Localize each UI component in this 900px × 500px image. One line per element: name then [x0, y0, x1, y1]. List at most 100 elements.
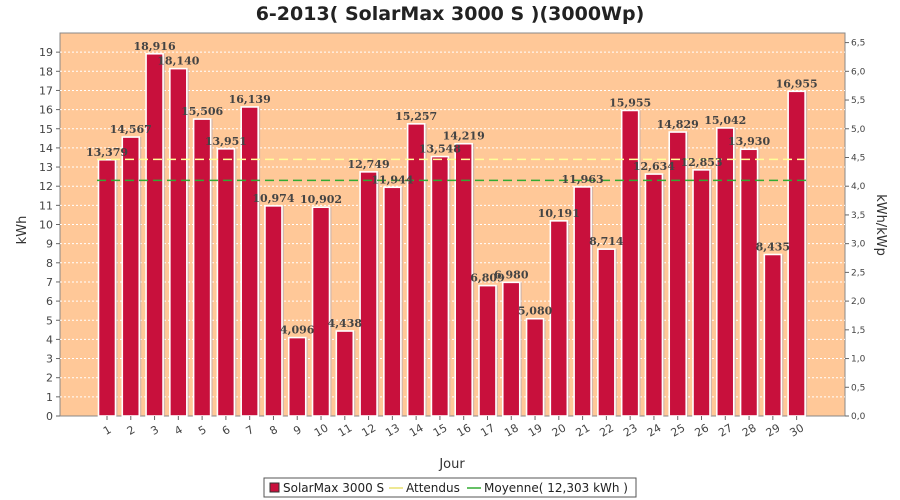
legend-swatch-bar — [269, 482, 280, 493]
y-right-tick-label: 6,0 — [851, 67, 866, 77]
x-tick-label: 24 — [645, 421, 664, 439]
y-tick-label: 14 — [39, 142, 53, 155]
data-label: 15,955 — [609, 96, 651, 109]
bar — [715, 127, 735, 417]
y-tick-label: 5 — [46, 314, 53, 327]
y-right-tick-label: 6,5 — [851, 39, 865, 49]
data-label: 4,438 — [328, 317, 363, 330]
x-tick-label: 11 — [336, 421, 355, 439]
data-label: 10,902 — [300, 193, 342, 206]
y-tick-label: 9 — [46, 238, 53, 251]
x-tick-label: 23 — [621, 421, 640, 439]
x-tick-label: 3 — [149, 423, 162, 438]
data-label: 16,955 — [776, 77, 818, 90]
data-labels: 13,379 14,567 18,916 18,140 15,506 13,951 16,1… — [86, 40, 818, 337]
x-tick-label: 2 — [125, 423, 138, 438]
y-tick-label: 19 — [39, 46, 53, 59]
x-tick-label: 1 — [101, 423, 114, 438]
y-right-tick-label: 1,5 — [851, 326, 865, 336]
x-tick-label: 27 — [716, 421, 735, 439]
y-right-tick-label: 1,0 — [851, 355, 866, 365]
bar — [264, 205, 283, 417]
data-label: 18,916 — [134, 40, 176, 53]
y-right-tick-label: 4,5 — [851, 153, 865, 163]
x-tick-label: 7 — [244, 423, 257, 438]
y-right-tick-label: 5,0 — [851, 125, 866, 135]
y-right-tick-label: 2,5 — [851, 268, 865, 278]
data-label: 15,257 — [395, 110, 437, 123]
data-label: 5,080 — [518, 305, 553, 318]
data-label: 11,963 — [562, 173, 604, 186]
bar — [383, 186, 402, 417]
y-right-tick-label: 0,5 — [851, 383, 865, 393]
data-label: 18,140 — [157, 55, 199, 68]
bar — [620, 109, 640, 417]
y-tick-label: 18 — [39, 65, 53, 78]
bar — [240, 106, 259, 417]
y-tick-label: 6 — [46, 295, 53, 308]
y-tick-label: 12 — [39, 180, 53, 193]
bar — [597, 248, 616, 417]
y-right-tick-label: 3,5 — [851, 211, 865, 221]
bar — [763, 253, 783, 417]
bar — [169, 67, 188, 417]
y-right-tick-label: 0,0 — [851, 412, 866, 422]
y-right-tick-label: 4,0 — [851, 182, 866, 192]
y-tick-label: 15 — [39, 123, 53, 136]
bar — [359, 171, 378, 417]
y-tick-label: 4 — [46, 333, 53, 346]
data-label: 13,930 — [728, 135, 770, 148]
x-tick-label: 22 — [597, 421, 616, 439]
x-tick-label: 15 — [431, 421, 450, 439]
data-label: 6,980 — [494, 268, 529, 281]
legend-entry: Moyenne( 12,303 kWh ) — [484, 481, 628, 495]
data-label: 12,853 — [680, 156, 722, 169]
x-tick-label: 10 — [312, 421, 331, 439]
grid — [60, 51, 845, 398]
bar — [335, 330, 355, 417]
data-label: 8,435 — [756, 240, 790, 253]
y-tick-label: 17 — [39, 84, 53, 97]
data-label: 4,096 — [280, 324, 315, 337]
x-tick-label: 14 — [407, 421, 426, 439]
y-axis-right-title: kWh/kWp — [873, 194, 888, 256]
y-axis-title: kWh — [15, 216, 30, 245]
data-label: 8,714 — [589, 235, 624, 248]
legend-box — [263, 477, 637, 498]
bar — [192, 118, 212, 417]
bar — [406, 123, 426, 417]
bar — [121, 136, 141, 417]
y-tick-label: 2 — [46, 372, 53, 385]
x-axis: 1 2 3 4 5 6 7 8 9 10 11 12 13 14 15 16 17 18 19 20 21 22 23 24 2… — [101, 416, 806, 440]
data-label: 14,567 — [110, 123, 152, 136]
legend-entry: Attendus — [406, 481, 460, 495]
x-tick-label: 13 — [383, 421, 402, 439]
data-label: 15,506 — [181, 105, 223, 118]
data-label: 10,191 — [538, 207, 580, 220]
x-tick-label: 19 — [526, 421, 545, 439]
data-label: 11,944 — [371, 173, 413, 186]
y-tick-label: 1 — [46, 391, 53, 404]
x-tick-label: 6 — [220, 423, 233, 438]
y-axis-right: 0,0 0,5 1,0 1,5 2,0 2,5 3,0 3,5 4,0 4,5 5,0 5,5 6,0 6… — [845, 39, 866, 422]
bar — [430, 155, 450, 417]
x-tick-label: 21 — [574, 421, 593, 439]
bar — [692, 169, 711, 417]
bar — [145, 52, 164, 417]
x-tick-label: 9 — [291, 423, 304, 438]
y-right-tick-label: 5,5 — [851, 96, 865, 106]
x-tick-label: 26 — [692, 421, 711, 439]
x-tick-label: 28 — [740, 421, 759, 439]
x-tick-label: 20 — [550, 421, 569, 439]
bar — [478, 284, 497, 417]
bar — [787, 90, 806, 417]
x-tick-label: 16 — [455, 421, 474, 439]
chart-title: 6-2013( SolarMax 3000 S )(3000Wp) — [256, 3, 645, 25]
data-label: 13,379 — [86, 146, 128, 159]
bar — [287, 336, 307, 417]
x-tick-label: 5 — [196, 423, 209, 438]
bar — [644, 173, 664, 417]
bar — [311, 206, 331, 417]
bar — [739, 148, 759, 417]
